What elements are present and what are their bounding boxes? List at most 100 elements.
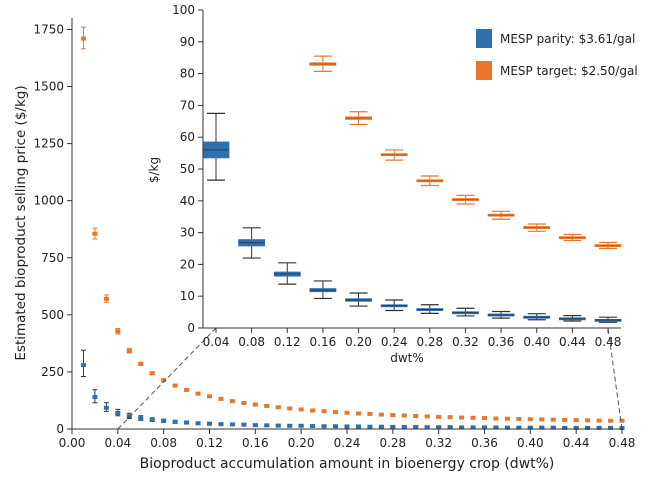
data-point <box>321 424 327 429</box>
data-point <box>149 371 155 376</box>
data-point <box>573 425 579 430</box>
inset-x-tick-label: 0.08 <box>238 335 265 349</box>
main-point-target <box>264 403 270 408</box>
inset-y-tick-label: 100 <box>172 3 195 17</box>
inset-background <box>203 10 621 328</box>
data-point <box>550 425 556 430</box>
main-point-target <box>310 408 316 413</box>
main-point-target <box>138 361 144 367</box>
data-point <box>470 425 476 430</box>
data-point <box>138 361 144 366</box>
main-point-target <box>493 416 499 421</box>
main-point-parity <box>275 423 281 428</box>
data-point <box>447 415 453 420</box>
main-point-parity <box>608 425 614 430</box>
main-y-tick-label: 1250 <box>33 137 64 151</box>
data-point <box>275 423 281 428</box>
box-target <box>558 233 586 242</box>
main-x-tick-label: 0.24 <box>334 436 361 450</box>
main-point-target <box>92 227 98 240</box>
inset-x-tick-label: 0.40 <box>523 335 550 349</box>
data-point <box>172 383 178 388</box>
main-chart: 0.00 0.04 0.08 0.12 0.16 0.20 0.24 0.28 0.32 0.36… <box>13 18 635 472</box>
data-point <box>103 296 109 301</box>
inset-x-axis-label: dwt% <box>390 351 424 365</box>
data-point <box>539 417 545 422</box>
main-x-tick-label: 0.12 <box>196 436 223 450</box>
data-point <box>229 422 235 427</box>
data-point <box>241 400 247 405</box>
inset-x-tick-label: 0.12 <box>274 335 301 349</box>
data-point <box>115 411 121 416</box>
data-point <box>459 425 465 430</box>
main-point-parity <box>333 424 339 429</box>
main-point-parity <box>367 424 373 429</box>
zoom-connectors <box>117 327 623 430</box>
main-point-parity <box>493 425 499 430</box>
data-point <box>310 408 316 413</box>
data-point <box>585 425 591 430</box>
inset-x-tick-label: 0.16 <box>310 335 337 349</box>
data-point <box>195 421 201 426</box>
main-point-parity <box>401 424 407 429</box>
data-point <box>275 405 281 410</box>
main-point-target <box>287 406 293 411</box>
main-point-parity <box>184 420 190 425</box>
legend-swatch-parity <box>476 29 492 48</box>
box-parity <box>416 304 444 314</box>
main-y-tick-label: 500 <box>41 308 64 322</box>
data-point <box>92 395 98 400</box>
data-point <box>229 399 235 404</box>
main-point-target <box>218 396 224 401</box>
data-point <box>126 414 132 419</box>
main-x-tick-label: 0.16 <box>242 436 269 450</box>
main-point-parity <box>390 424 396 429</box>
main-point-target <box>149 371 155 376</box>
main-point-target <box>562 417 568 422</box>
data-point <box>126 348 132 353</box>
main-point-parity <box>585 425 591 430</box>
data-point <box>516 416 522 421</box>
data-point <box>585 418 591 423</box>
inset-x-tick-label: 0.04 <box>203 335 230 349</box>
main-y-tick-label: 0 <box>56 422 64 436</box>
legend-entry-target: MESP target: $2.50/gal <box>476 61 638 80</box>
data-point <box>504 416 510 421</box>
main-point-parity <box>161 418 167 424</box>
main-point-parity <box>241 422 247 427</box>
main-point-parity <box>92 389 98 404</box>
data-point <box>355 424 361 429</box>
box-parity <box>452 307 479 317</box>
inset-x-tick-label: 0.32 <box>452 335 479 349</box>
main-point-parity <box>573 425 579 430</box>
main-point-target <box>516 416 522 421</box>
data-point <box>608 425 614 430</box>
data-point <box>436 425 442 430</box>
data-point <box>401 413 407 418</box>
data-point <box>161 378 167 383</box>
data-point <box>264 403 270 408</box>
data-point <box>573 418 579 423</box>
data-point <box>184 387 190 392</box>
inset-x-tick-label: 0.44 <box>559 335 586 349</box>
zoom-connector-left <box>117 327 217 430</box>
main-point-target <box>608 418 614 423</box>
main-point-parity <box>80 349 86 377</box>
legend: MESP parity: $3.61/gal MESP target: $2.5… <box>476 29 638 80</box>
main-point-parity <box>218 422 224 427</box>
main-point-parity <box>172 419 178 424</box>
main-point-target <box>172 383 178 388</box>
main-point-target <box>275 405 281 410</box>
main-point-target <box>126 348 132 354</box>
data-point <box>516 425 522 430</box>
data-point <box>470 415 476 420</box>
data-point <box>390 424 396 429</box>
box-target <box>380 149 408 161</box>
main-point-parity <box>550 425 556 430</box>
data-point <box>218 396 224 401</box>
main-point-parity <box>527 425 533 430</box>
main-point-target <box>459 415 465 420</box>
main-y-tick-label: 250 <box>41 365 64 379</box>
data-point <box>459 415 465 420</box>
